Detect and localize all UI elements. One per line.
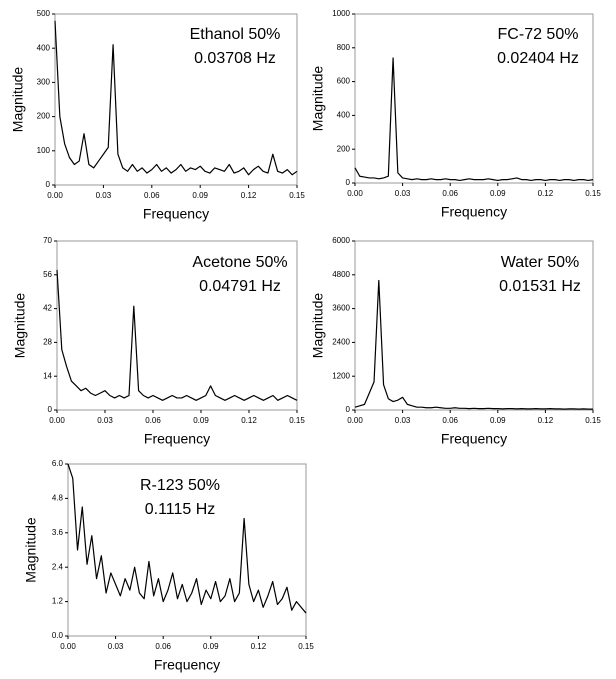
y-axis-label: Magnitude bbox=[23, 517, 39, 583]
y-tick-label: 400 bbox=[37, 43, 51, 52]
x-tick-label: 0.15 bbox=[298, 642, 314, 651]
x-axis-label: Frequency bbox=[143, 206, 209, 222]
spectrum-line bbox=[354, 279, 593, 410]
y-tick-label: 100 bbox=[37, 146, 51, 155]
y-tick-label: 4.8 bbox=[52, 494, 64, 503]
x-axis-label: Frequency bbox=[144, 431, 210, 447]
y-tick-label: 200 bbox=[337, 144, 351, 153]
y-tick-label: 4800 bbox=[332, 270, 350, 279]
plot-frame bbox=[354, 240, 594, 411]
x-tick-label: 0.12 bbox=[251, 642, 267, 651]
x-tick-label: 0.06 bbox=[155, 642, 171, 651]
x-tick-label: 0.06 bbox=[442, 416, 458, 425]
chart-title: R-123 50% bbox=[140, 477, 220, 494]
y-tick-label: 3600 bbox=[332, 304, 350, 313]
x-tick-label: 0.15 bbox=[585, 189, 601, 198]
x-tick-label: 0.09 bbox=[490, 416, 506, 425]
y-tick-label: 0 bbox=[48, 405, 53, 414]
y-tick-label: 2.4 bbox=[52, 562, 64, 571]
chart-title: Acetone 50% bbox=[192, 254, 287, 271]
x-tick-label: 0.09 bbox=[192, 191, 208, 200]
y-tick-label: 0 bbox=[346, 405, 351, 414]
x-tick-label: 0.09 bbox=[193, 416, 209, 425]
spectrum-line bbox=[354, 57, 594, 182]
y-tick-label: 56 bbox=[43, 270, 52, 279]
chart-title: FC-72 50% bbox=[498, 26, 579, 43]
y-tick-label: 28 bbox=[43, 338, 52, 347]
y-tick-label: 70 bbox=[43, 236, 52, 245]
x-tick-label: 0.15 bbox=[289, 416, 305, 425]
x-tick-label: 0.00 bbox=[47, 191, 63, 200]
chart-subtitle: 0.01531 Hz bbox=[499, 278, 581, 295]
x-tick-label: 0.03 bbox=[96, 191, 112, 200]
y-axis-label: Magnitude bbox=[310, 293, 326, 359]
x-tick-label: 0.15 bbox=[289, 191, 305, 200]
y-tick-label: 400 bbox=[337, 111, 351, 120]
chart-subtitle: 0.04791 Hz bbox=[199, 278, 281, 295]
y-tick-label: 1.2 bbox=[52, 597, 64, 606]
y-tick-label: 200 bbox=[37, 112, 51, 121]
y-tick-label: 14 bbox=[43, 371, 52, 380]
plot-frame bbox=[354, 13, 594, 184]
y-axis-label: Magnitude bbox=[12, 293, 28, 359]
x-tick-label: 0.03 bbox=[395, 416, 411, 425]
x-tick-label: 0.00 bbox=[347, 189, 363, 198]
y-tick-label: 6.0 bbox=[52, 459, 64, 468]
y-tick-label: 500 bbox=[37, 9, 51, 18]
chart-subtitle: 0.02404 Hz bbox=[497, 50, 579, 67]
plot-frame bbox=[67, 463, 307, 637]
y-tick-label: 300 bbox=[37, 78, 51, 87]
y-tick-label: 2400 bbox=[332, 338, 350, 347]
y-tick-label: 3.6 bbox=[52, 528, 64, 537]
x-tick-label: 0.09 bbox=[490, 189, 506, 198]
y-tick-label: 6000 bbox=[332, 236, 350, 245]
y-tick-label: 0.0 bbox=[52, 631, 64, 640]
x-axis-label: Frequency bbox=[154, 657, 220, 673]
chart-subtitle: 0.03708 Hz bbox=[194, 50, 276, 67]
x-tick-label: 0.06 bbox=[442, 189, 458, 198]
x-tick-label: 0.12 bbox=[241, 191, 257, 200]
x-tick-label: 0.12 bbox=[241, 416, 257, 425]
y-tick-label: 0 bbox=[46, 180, 51, 189]
y-tick-label: 600 bbox=[337, 77, 351, 86]
x-tick-label: 0.06 bbox=[144, 191, 160, 200]
x-tick-label: 0.03 bbox=[108, 642, 124, 651]
chart-subtitle: 0.1115 Hz bbox=[145, 501, 216, 518]
x-tick-label: 0.03 bbox=[395, 189, 411, 198]
y-axis-label: Magnitude bbox=[10, 67, 26, 133]
y-tick-label: 800 bbox=[337, 43, 351, 52]
plot-frame bbox=[54, 13, 298, 186]
x-tick-label: 0.09 bbox=[203, 642, 219, 651]
spectrum-line bbox=[67, 463, 307, 614]
x-tick-label: 0.00 bbox=[60, 642, 76, 651]
x-tick-label: 0.06 bbox=[145, 416, 161, 425]
y-tick-label: 1200 bbox=[332, 371, 350, 380]
y-tick-label: 1000 bbox=[332, 9, 350, 18]
x-tick-label: 0.00 bbox=[347, 416, 363, 425]
spectrum-line bbox=[56, 269, 298, 401]
x-tick-label: 0.03 bbox=[97, 416, 113, 425]
chart-title: Ethanol 50% bbox=[190, 26, 281, 43]
chart-title: Water 50% bbox=[501, 254, 580, 271]
x-tick-label: 0.15 bbox=[585, 416, 601, 425]
x-axis-label: Frequency bbox=[441, 431, 507, 447]
x-tick-label: 0.12 bbox=[538, 416, 554, 425]
x-tick-label: 0.12 bbox=[538, 189, 554, 198]
y-tick-label: 0 bbox=[346, 178, 351, 187]
spectrum-line bbox=[54, 20, 298, 176]
plot-frame bbox=[56, 240, 298, 411]
y-axis-label: Magnitude bbox=[310, 66, 326, 132]
x-tick-label: 0.00 bbox=[49, 416, 65, 425]
y-tick-label: 42 bbox=[43, 304, 52, 313]
x-axis-label: Frequency bbox=[441, 204, 507, 220]
